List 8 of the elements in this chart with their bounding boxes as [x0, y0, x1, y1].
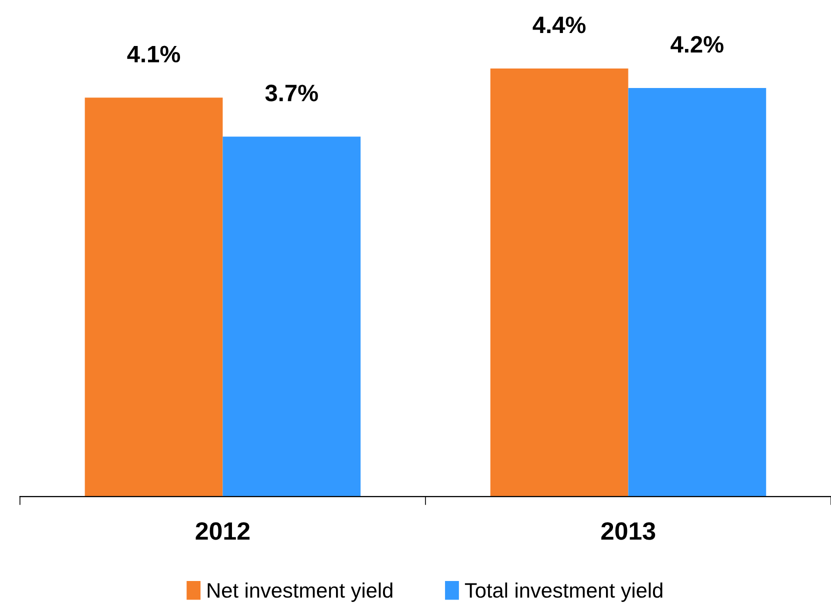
- data-label: 3.7%: [265, 84, 318, 102]
- x-tick-label: 2013: [601, 522, 656, 540]
- legend-label: Net investment yield: [208, 582, 392, 602]
- data-label: 4.4%: [532, 16, 586, 34]
- legend-label: Total investment yield: [464, 582, 662, 602]
- data-label: 4.2%: [670, 36, 724, 53]
- data-label: 4.1%: [127, 46, 180, 62]
- x-tick-label: 2012: [196, 522, 250, 540]
